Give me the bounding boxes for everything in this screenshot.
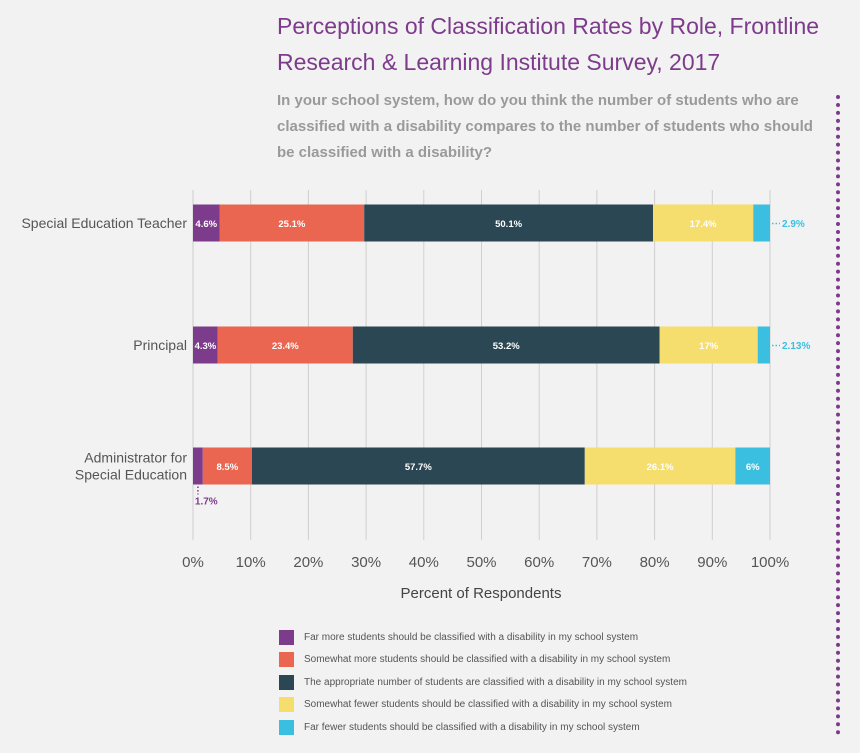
decorative-dotted-rule [836,95,840,735]
x-tick-label: 20% [293,554,323,571]
bar-segment [352,326,660,364]
x-tick-label: 50% [466,554,496,571]
legend-label: The appropriate number of students are c… [304,676,687,688]
legend-swatch [279,674,294,690]
bar-segment [652,204,754,242]
category-label: Special Education [75,467,187,483]
bar-value-label: 2.13% [782,341,810,352]
legend-item: The appropriate number of students are c… [279,671,687,694]
bar-segment [219,204,365,242]
bar-value-label: 1.7% [195,497,218,508]
bar-value-label: 8.5% [217,462,239,473]
bar-segment [753,204,770,242]
x-tick-label: 80% [640,554,670,571]
legend-item: Far more students should be classified w… [279,626,687,649]
legend-item: Somewhat fewer students should be classi… [279,694,687,717]
legend-label: Far fewer students should be classified … [304,721,640,733]
legend-label: Somewhat fewer students should be classi… [304,699,672,711]
category-label: Principal [133,337,187,353]
bar-value-label: 17.4% [690,219,717,230]
bar-segment [364,204,653,242]
bar-value-label: 23.4% [272,341,299,352]
x-tick-label: 30% [351,554,381,571]
legend-label: Somewhat more students should be classif… [304,654,671,666]
bar-value-label: 53.2% [493,341,520,352]
x-tick-label: 10% [236,554,266,571]
x-tick-label: 0% [182,554,204,571]
legend-item: Somewhat more students should be classif… [279,649,687,672]
bar-segment [251,447,585,485]
category-label: Administrator for [84,450,187,466]
legend-swatch [279,629,294,645]
chart-title: Perceptions of Classification Rates by R… [277,13,820,75]
bar-value-label: 4.6% [195,219,217,230]
legend-swatch [279,652,294,668]
bar-value-label: 2.9% [782,219,805,230]
bar-segment [193,447,203,485]
chart-subtitle: In your school system, how do you think … [277,92,813,161]
x-tick-label: 100% [751,554,789,571]
legend-swatch [279,719,294,735]
bar-segment [735,447,770,485]
bar-segment [757,326,770,364]
x-tick-label: 70% [582,554,612,571]
bar-value-label: 6% [746,462,760,473]
bar-segment [584,447,736,485]
bar-value-label: 50.1% [495,219,522,230]
bar-segment [202,447,252,485]
bar-value-label: 26.1% [647,462,674,473]
bar-segment [217,326,353,364]
bar-value-label: 4.3% [195,341,217,352]
bar-segment [659,326,758,364]
chart-legend: Far more students should be classified w… [279,626,687,739]
legend-label: Far more students should be classified w… [304,631,639,643]
x-tick-label: 60% [524,554,554,571]
x-tick-label: 40% [409,554,439,571]
legend-item: Far fewer students should be classified … [279,716,687,739]
category-label: Special Education Teacher [21,215,187,231]
x-axis-title: Percent of Respondents [401,585,562,602]
stacked-bar-chart: 0% 10% 20% 30% 40% 50% 60% 70% 80% 90% 100% Percent… [21,190,810,602]
bar-value-label: 25.1% [278,219,305,230]
x-tick-label: 90% [697,554,727,571]
bar-value-label: 17% [699,341,719,352]
bar-value-label: 57.7% [405,462,432,473]
bar-segment [193,204,220,242]
legend-swatch [279,697,294,713]
bar-segment [193,326,218,364]
